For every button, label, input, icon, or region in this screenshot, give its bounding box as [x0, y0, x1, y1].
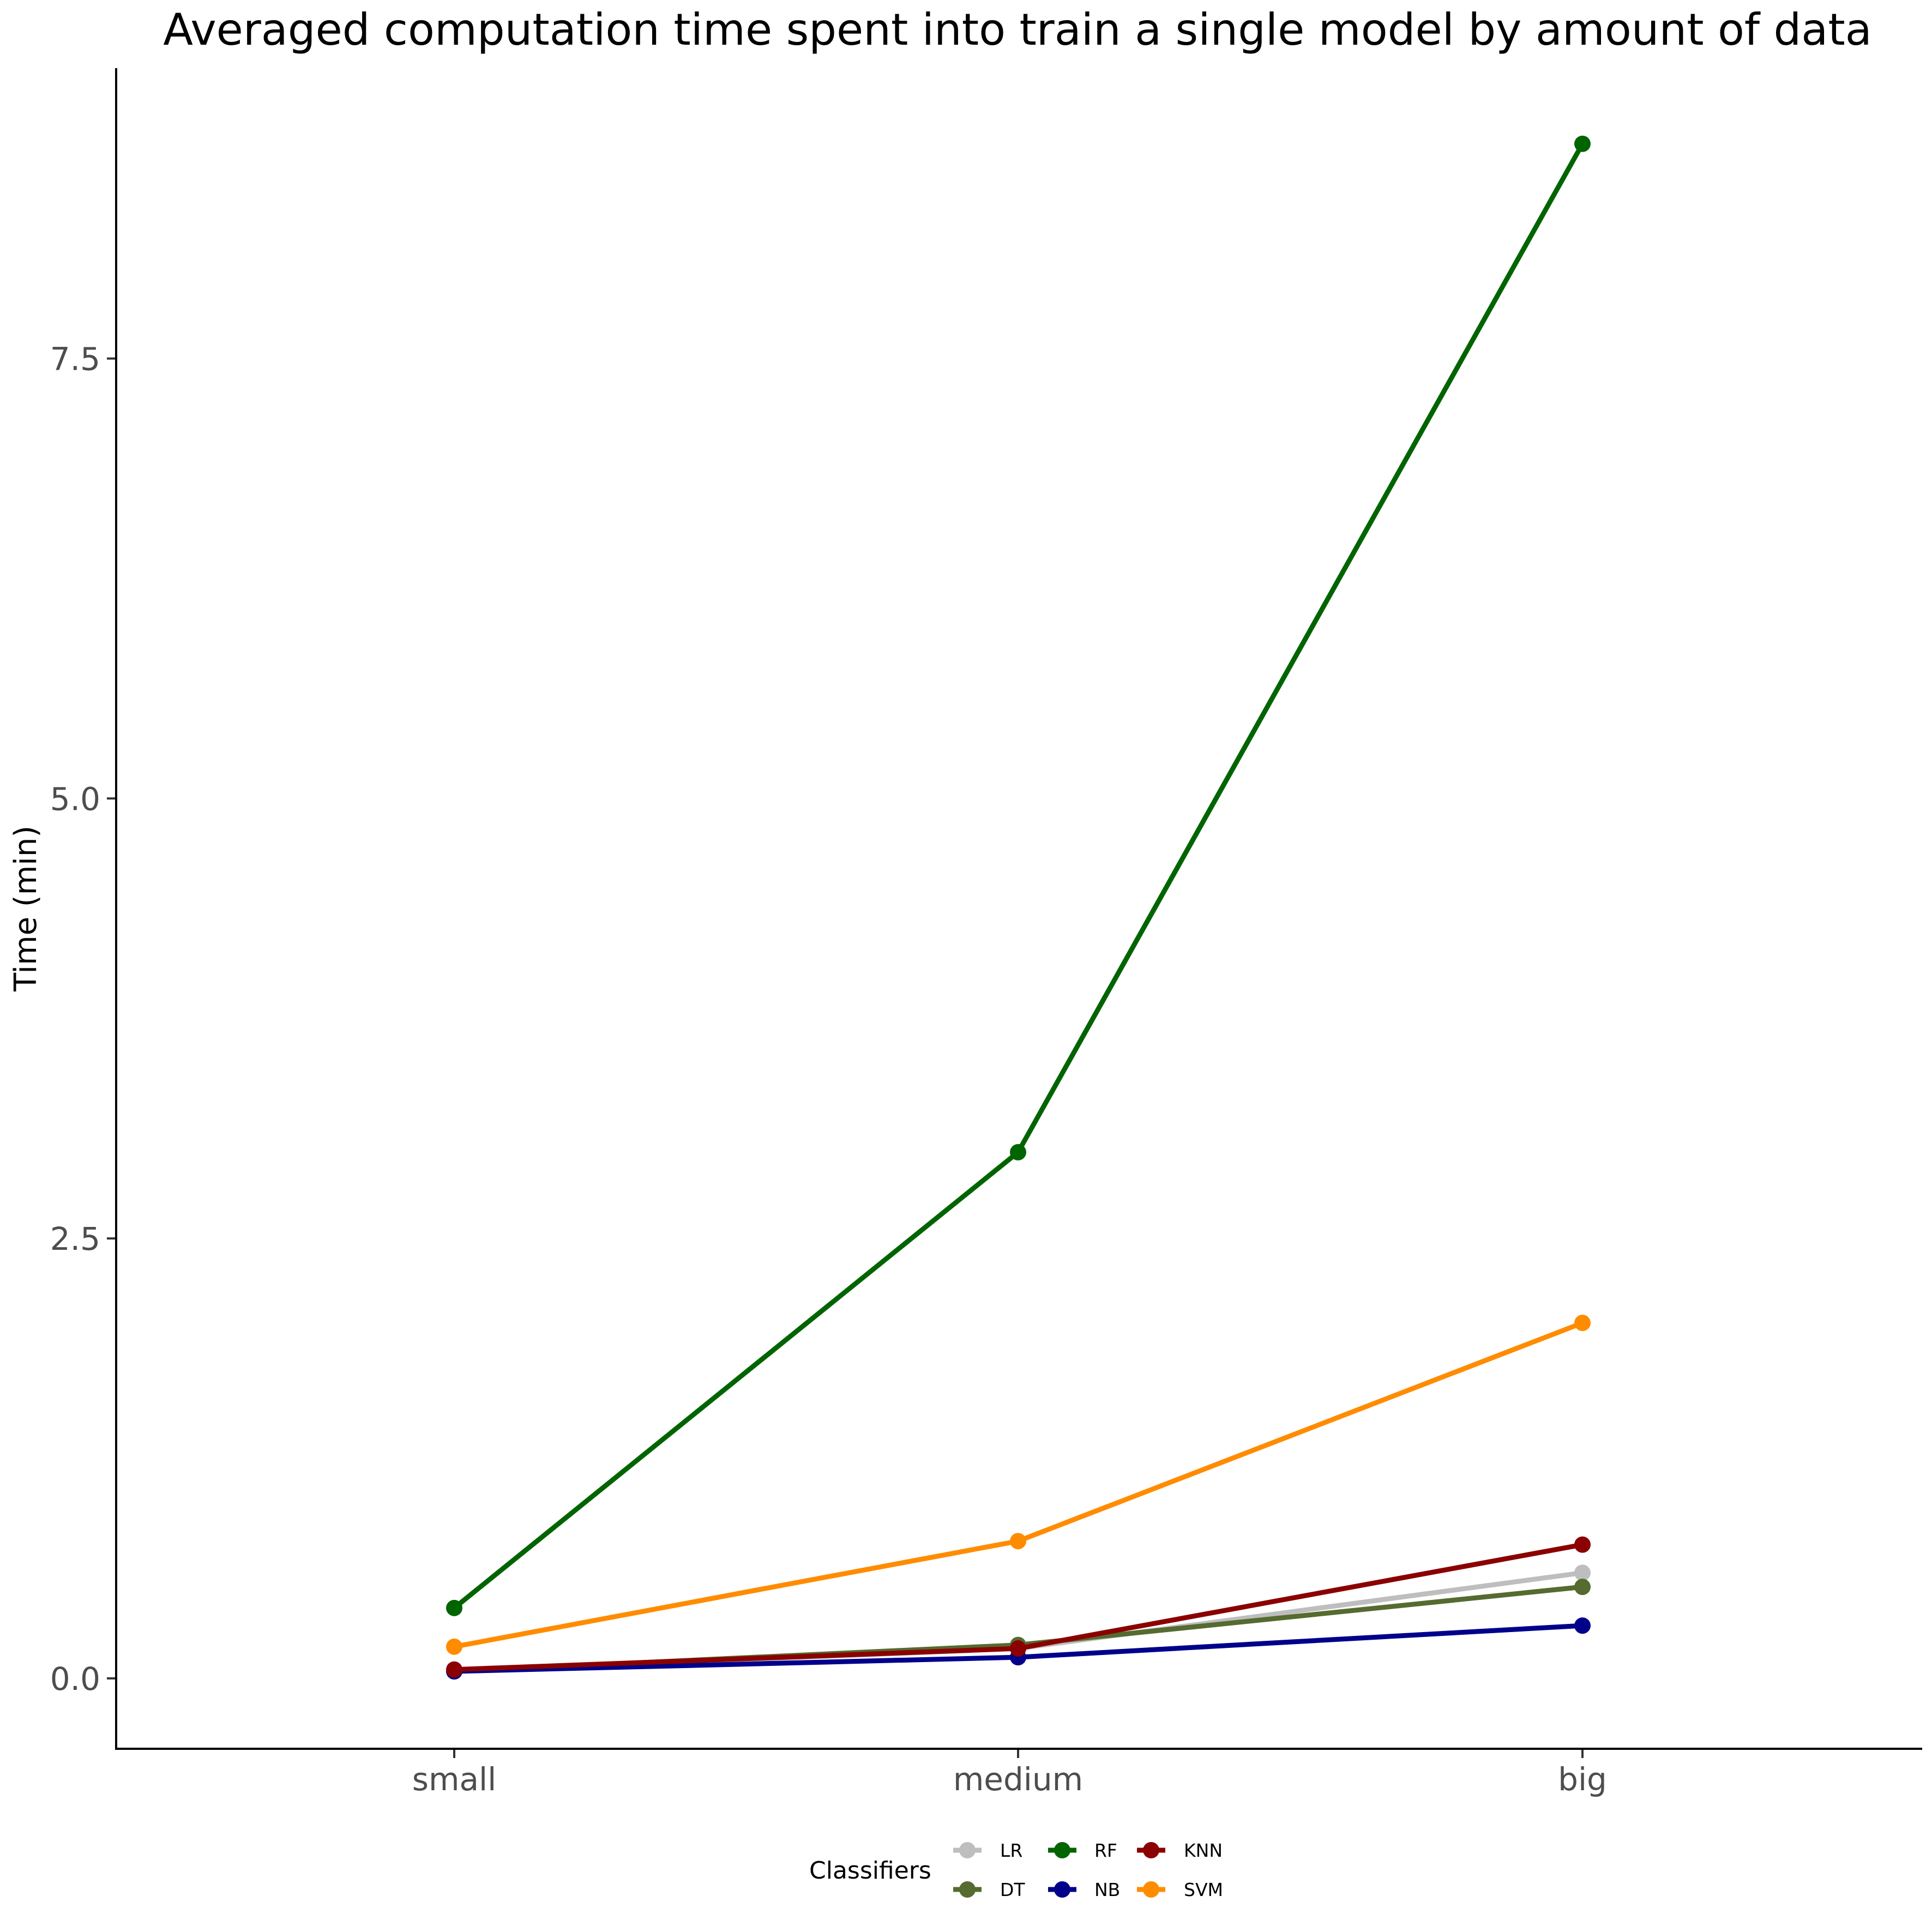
legend-label: SVM: [1184, 1879, 1223, 1900]
x-tick-label: big: [1558, 1761, 1607, 1798]
legend-title: Classifiers: [809, 1857, 931, 1885]
data-point-svm: [1574, 1315, 1591, 1332]
legend-key-point: [1054, 1881, 1070, 1898]
legend-item-knn: KNN: [1137, 1840, 1223, 1861]
data-point-dt: [1574, 1579, 1591, 1596]
legend-label: KNN: [1184, 1840, 1223, 1861]
legend-label: NB: [1094, 1879, 1120, 1900]
legend-key-point: [959, 1842, 976, 1858]
data-point-svm: [1010, 1533, 1026, 1550]
data-point-knn: [1010, 1640, 1026, 1657]
x-tick-label: medium: [953, 1761, 1083, 1798]
legend-item-rf: RF: [1048, 1840, 1117, 1861]
data-point-knn: [1574, 1536, 1591, 1553]
y-axis-title: Time (min): [8, 826, 44, 992]
legend-item-nb: NB: [1048, 1879, 1120, 1900]
legend-item-lr: LR: [953, 1840, 1022, 1861]
data-point-svm: [446, 1638, 462, 1655]
y-axis-ticks: 0.0 2.5 5.0 7.5: [50, 340, 116, 1698]
legend-item-dt: DT: [953, 1879, 1025, 1900]
legend-key-point: [1054, 1842, 1070, 1858]
data-point-rf: [1574, 135, 1591, 152]
series-rf: [446, 135, 1591, 1616]
series-layer: [446, 135, 1591, 1680]
data-point-knn: [446, 1661, 462, 1678]
legend-key-point: [1143, 1842, 1159, 1858]
series-svm: [446, 1315, 1591, 1655]
y-tick-label: 7.5: [50, 340, 100, 377]
chart-title: Averaged computation time spent into tra…: [163, 4, 1871, 55]
legend-label: DT: [1000, 1879, 1025, 1900]
x-tick-label: small: [412, 1761, 497, 1798]
legend-label: LR: [1000, 1840, 1022, 1861]
y-tick-label: 0.0: [50, 1660, 100, 1698]
legend-label: RF: [1094, 1840, 1117, 1861]
data-point-rf: [1010, 1143, 1026, 1160]
legend: Classifiers LR DT RF NB KNN SVM: [809, 1840, 1223, 1900]
legend-key-point: [959, 1881, 976, 1898]
series-knn: [446, 1536, 1591, 1678]
legend-key-point: [1143, 1881, 1159, 1898]
legend-item-svm: SVM: [1137, 1879, 1223, 1900]
x-axis-ticks: small medium big: [412, 1749, 1607, 1798]
data-point-rf: [446, 1599, 462, 1616]
y-tick-label: 2.5: [50, 1220, 100, 1257]
y-tick-label: 5.0: [50, 780, 100, 817]
data-point-nb: [1574, 1617, 1591, 1634]
series-line-svm: [454, 1320, 1584, 1650]
data-point-lr: [1574, 1564, 1591, 1581]
